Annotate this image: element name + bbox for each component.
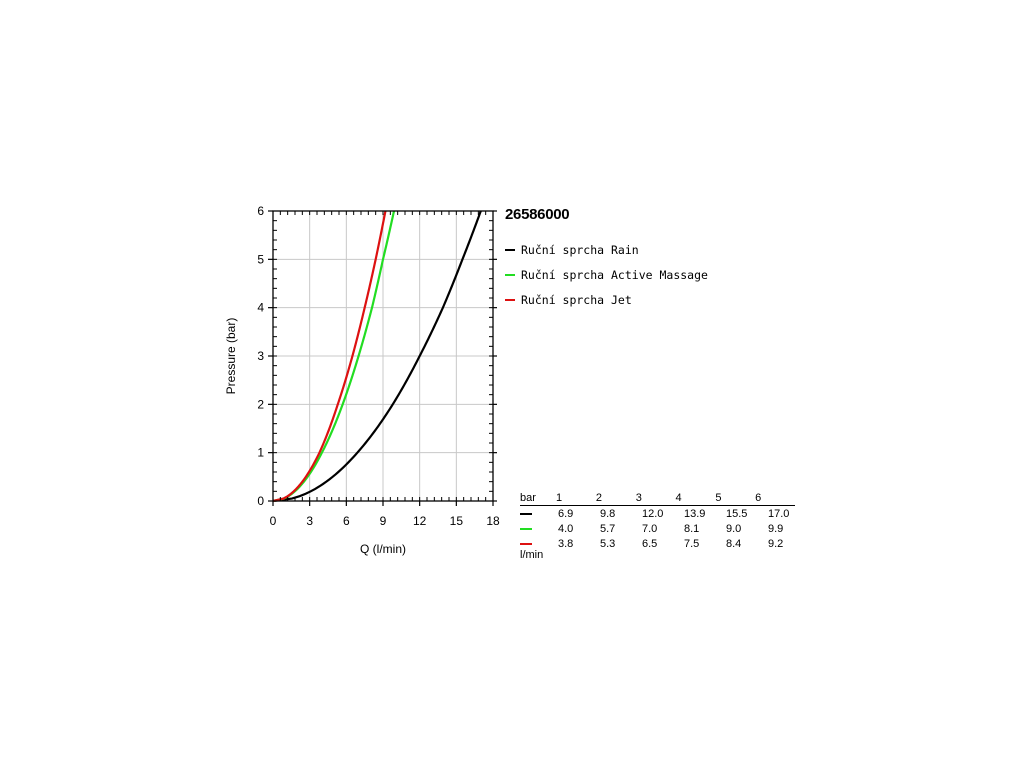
table-cell: 9.9 xyxy=(768,522,784,535)
y-tick-label: 5 xyxy=(257,252,264,266)
x-tick-label: 18 xyxy=(486,514,500,528)
table-header-cell: 1 xyxy=(556,492,563,504)
table-cell: 4.0 xyxy=(558,522,574,535)
model-number: 26586000 xyxy=(505,206,570,223)
table-cell: 3.8 xyxy=(558,537,574,550)
x-axis-label: Q (l/min) xyxy=(360,542,406,556)
y-axis-label: Pressure (bar) xyxy=(224,318,238,395)
table-row: 4.0 5.7 7.0 8.1 9.0 9.9 xyxy=(520,521,810,536)
flow-table: bar 1 2 3 4 5 6 6.9 9.8 12.0 13.9 15.5 1… xyxy=(520,492,810,561)
y-tick-label: 2 xyxy=(257,397,264,411)
curve-rain xyxy=(272,210,482,503)
legend: 26586000 Ruční sprcha Rain Ruční sprcha … xyxy=(505,206,708,312)
legend-item-jet: Ruční sprcha Jet xyxy=(505,287,708,312)
table-row: 3.8 5.3 6.5 7.5 8.4 9.2 xyxy=(520,536,810,551)
table-cell: 15.5 xyxy=(726,507,748,520)
row-swatch-active-massage xyxy=(520,527,532,530)
table-cell: 5.3 xyxy=(600,537,616,550)
x-tick-label: 9 xyxy=(380,514,387,528)
table-row: 6.9 9.8 12.0 13.9 15.5 17.0 xyxy=(520,506,810,521)
y-tick-label: 6 xyxy=(257,204,264,218)
table-cell: 6.9 xyxy=(558,507,574,520)
row-swatch-jet xyxy=(520,542,532,545)
legend-swatch-rain xyxy=(505,248,515,251)
y-tick-label: 3 xyxy=(257,349,264,363)
curves xyxy=(272,210,482,503)
curve-jet xyxy=(272,210,387,503)
x-tick-label: 0 xyxy=(270,514,277,528)
table-header-cell: 4 xyxy=(675,492,682,504)
table-cell: 8.4 xyxy=(726,537,742,550)
y-tick-label: 0 xyxy=(257,494,264,508)
x-tick-label: 15 xyxy=(450,514,464,528)
x-tick-label: 3 xyxy=(306,514,313,528)
table-header-label: bar xyxy=(520,492,536,504)
table-cell: 9.2 xyxy=(768,537,784,550)
y-tick-label: 4 xyxy=(257,301,264,315)
table-cell: 13.9 xyxy=(684,507,706,520)
table-cell: 9.0 xyxy=(726,522,742,535)
table-header-cell: 5 xyxy=(715,492,722,504)
x-tick-label: 6 xyxy=(343,514,350,528)
legend-label-rain: Ruční sprcha Rain xyxy=(521,242,639,257)
plot-frame xyxy=(272,210,494,502)
table-cell: 17.0 xyxy=(768,507,790,520)
legend-swatch-active-massage xyxy=(505,273,515,276)
legend-label-jet: Ruční sprcha Jet xyxy=(521,292,632,307)
table-header-cell: 3 xyxy=(635,492,642,504)
table-unit-label: l/min xyxy=(520,549,544,561)
table-cell: 6.5 xyxy=(642,537,658,550)
table-cell: 8.1 xyxy=(684,522,700,535)
legend-label-active-massage: Ruční sprcha Active Massage xyxy=(521,267,708,282)
tick-marks xyxy=(268,210,497,506)
legend-item-active-massage: Ruční sprcha Active Massage xyxy=(505,262,708,287)
y-tick-label: 1 xyxy=(257,446,264,460)
table-cell: 5.7 xyxy=(600,522,616,535)
curve-active-massage xyxy=(272,210,396,503)
table-cell: 7.0 xyxy=(642,522,658,535)
table-cell: 7.5 xyxy=(684,537,700,550)
legend-item-rain: Ruční sprcha Rain xyxy=(505,237,708,262)
table-cell: 9.8 xyxy=(600,507,616,520)
x-tick-label: 12 xyxy=(413,514,427,528)
flow-table-header: bar 1 2 3 4 5 6 xyxy=(520,492,795,506)
table-cell: 12.0 xyxy=(642,507,664,520)
grid xyxy=(273,211,493,501)
row-swatch-rain xyxy=(520,512,532,515)
table-header-cell: 2 xyxy=(595,492,602,504)
legend-swatch-jet xyxy=(505,298,515,301)
table-header-cell: 6 xyxy=(755,492,762,504)
